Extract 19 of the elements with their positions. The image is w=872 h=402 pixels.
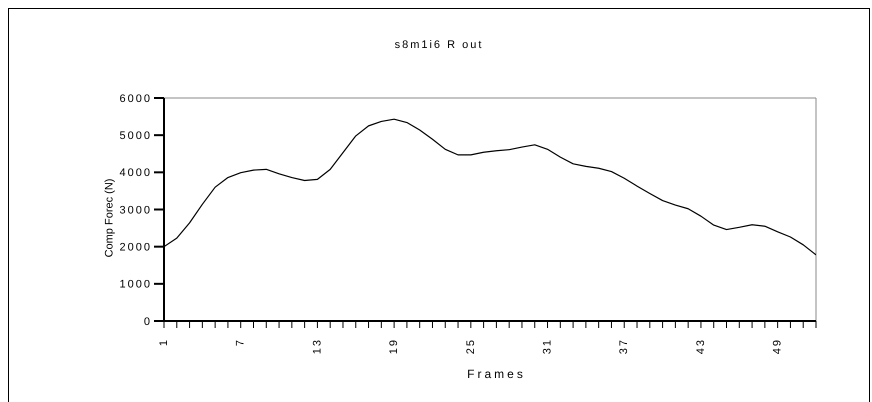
- chart-title: s8m1i6 R out: [394, 39, 484, 51]
- x-tick-label: 25: [464, 338, 477, 354]
- x-tick-label: 7: [234, 338, 247, 346]
- x-tick-label: 43: [694, 338, 707, 354]
- x-tick-label: 31: [542, 338, 554, 354]
- y-tick-label: 3000: [120, 204, 152, 216]
- x-tick-label: 19: [388, 338, 400, 354]
- y-tick-label: 0: [144, 316, 152, 328]
- x-tick-label: 13: [311, 338, 324, 354]
- y-tick-label: 2000: [120, 242, 152, 254]
- x-tick-label: 49: [772, 338, 784, 354]
- y-tick-label: 4000: [120, 167, 152, 180]
- y-axis-title: Comp Forec (N): [103, 178, 115, 258]
- x-tick-label: 1: [158, 338, 170, 346]
- y-tick-label: 5000: [120, 130, 152, 142]
- x-tick-label: 37: [618, 338, 630, 354]
- y-tick-label: 6000: [120, 92, 152, 105]
- y-tick-label: 1000: [120, 278, 152, 291]
- x-axis-title: Frames: [466, 367, 527, 381]
